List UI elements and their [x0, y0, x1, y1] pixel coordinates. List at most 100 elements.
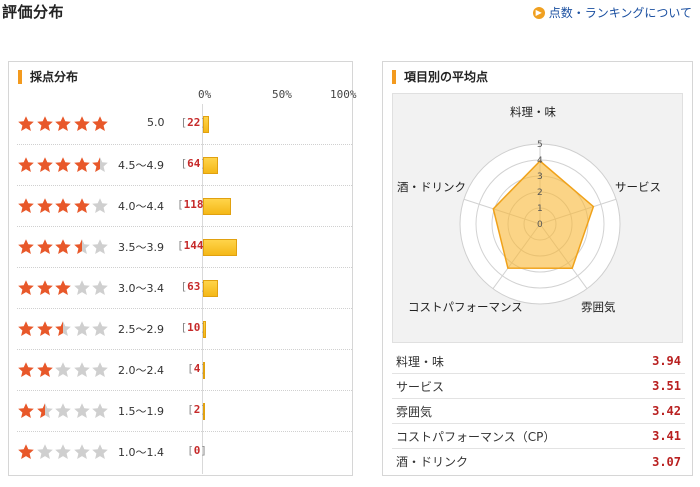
score-range: 5.0: [147, 116, 165, 129]
rating-stars: [17, 115, 110, 133]
score-range: 4.0～4.4: [118, 200, 164, 213]
average-score-row: コストパフォーマンス（CP） 3.41: [392, 424, 685, 449]
star-empty-icon: [92, 280, 108, 295]
star-full-icon: [18, 403, 34, 418]
star-full-icon: [18, 157, 34, 172]
star-empty-icon: [92, 444, 108, 459]
star-empty-icon: [92, 198, 108, 213]
star-empty-icon: [36, 444, 53, 459]
axis-label-100: 100%: [330, 88, 357, 101]
score-range: 3.5～3.9: [118, 241, 164, 254]
distribution-bar: [203, 403, 205, 420]
axis-label-50: 50%: [272, 88, 292, 101]
distribution-bar: [203, 362, 205, 379]
star-full-icon: [36, 280, 53, 295]
radar-label-service: サービス: [615, 180, 661, 194]
rating-stars: [17, 279, 110, 297]
star-half-icon: [36, 403, 53, 418]
distribution-bar: [203, 198, 231, 215]
distribution-bar: [203, 239, 237, 256]
rating-stars: [17, 197, 110, 215]
page-title: 評価分布: [2, 3, 65, 21]
radar-scale-tick: 0: [537, 220, 543, 230]
distribution-bar: [203, 116, 209, 133]
star-full-icon: [55, 198, 71, 213]
star-full-icon: [18, 362, 34, 377]
averages-title: 項目別の平均点: [392, 70, 488, 84]
star-empty-icon: [73, 362, 90, 377]
radar-scale-tick: 1: [537, 204, 543, 214]
distribution-bar: [203, 280, 218, 297]
average-score-value: 3.94: [652, 354, 681, 368]
radar-chart-svg: 0 1 2 3 4 5: [459, 140, 621, 305]
distribution-bar: [203, 321, 206, 338]
average-score-value: 3.07: [652, 454, 681, 469]
rating-stars: [17, 361, 110, 379]
star-empty-icon: [55, 403, 71, 418]
radar-label-atmosphere: 雰囲気: [581, 300, 616, 314]
rating-stars: [17, 238, 110, 256]
distribution-row: 3.0～3.4[63]: [17, 268, 352, 309]
average-score-row: 酒・ドリンク 3.07: [392, 449, 685, 474]
star-empty-icon: [73, 321, 90, 336]
ranking-info-link-text[interactable]: 点数・ランキングについて: [548, 6, 692, 20]
radar-label-food: 料理・味: [510, 105, 556, 119]
radar-label-cp: コストパフォーマンス: [408, 300, 523, 314]
distribution-row: 2.5～2.9[10]: [17, 309, 352, 350]
radar-scale-tick: 4: [537, 156, 543, 166]
star-empty-icon: [73, 444, 90, 459]
review-count[interactable]: [0]: [187, 444, 207, 457]
rating-stars: [17, 402, 110, 420]
star-full-icon: [55, 239, 71, 254]
star-full-icon: [36, 362, 53, 377]
star-full-icon: [18, 444, 34, 459]
star-full-icon: [73, 198, 90, 213]
star-half-icon: [92, 157, 108, 172]
distribution-title: 採点分布: [18, 70, 78, 84]
distribution-row: 4.0～4.4[118]: [17, 186, 352, 227]
average-score-value: 3.42: [652, 404, 681, 418]
score-range: 3.0～3.4: [118, 282, 164, 295]
score-range: 1.0～1.4: [118, 446, 164, 459]
star-full-icon: [36, 116, 53, 131]
star-empty-icon: [92, 239, 108, 254]
star-full-icon: [36, 321, 53, 336]
star-full-icon: [55, 280, 71, 295]
star-full-icon: [18, 116, 34, 131]
star-empty-icon: [92, 403, 108, 418]
ranking-info-link[interactable]: ▶ 点数・ランキングについて: [532, 4, 692, 21]
star-full-icon: [92, 116, 108, 131]
star-empty-icon: [92, 362, 108, 377]
star-full-icon: [36, 239, 53, 254]
star-full-icon: [55, 116, 71, 131]
rating-stars: [17, 156, 110, 174]
rating-stars: [17, 320, 110, 338]
average-score-row: 雰囲気 3.42: [392, 399, 685, 424]
radar-chart: 0 1 2 3 4 5 料理・味 サービス 雰囲気 コストパフォーマンス 酒・ドリンク: [392, 93, 683, 343]
star-full-icon: [36, 157, 53, 172]
average-scores-list: 料理・味 3.94 サービス 3.51 雰囲気 3.42 コストパフォーマンス（CP） 3.4…: [392, 349, 685, 474]
star-full-icon: [73, 157, 90, 172]
average-score-label: サービス: [396, 379, 445, 394]
score-range: 4.5～4.9: [118, 159, 164, 172]
bar-baseline: [202, 104, 203, 474]
star-full-icon: [18, 198, 34, 213]
star-half-icon: [73, 239, 90, 254]
distribution-row: 1.5～1.9[2]: [17, 391, 352, 432]
star-empty-icon: [55, 362, 71, 377]
score-range: 2.0～2.4: [118, 364, 164, 377]
average-score-label: 料理・味: [396, 354, 445, 369]
axis-label-0: 0%: [198, 88, 212, 101]
average-score-value: 3.51: [652, 379, 681, 393]
score-range: 1.5～1.9: [118, 405, 164, 418]
star-full-icon: [55, 157, 71, 172]
score-range: 2.5～2.9: [118, 323, 164, 336]
distribution-row: 1.0～1.4 [0]: [17, 432, 352, 473]
distribution-row: 4.5～4.9[64]: [17, 145, 352, 186]
average-score-label: 酒・ドリンク: [396, 455, 469, 469]
average-score-value: 3.41: [652, 429, 681, 443]
star-empty-icon: [55, 444, 71, 459]
distribution-row: 2.0～2.4[4]: [17, 350, 352, 391]
radar-scale-tick: 5: [537, 140, 543, 150]
distribution-row: 5.0[22]: [17, 104, 352, 145]
